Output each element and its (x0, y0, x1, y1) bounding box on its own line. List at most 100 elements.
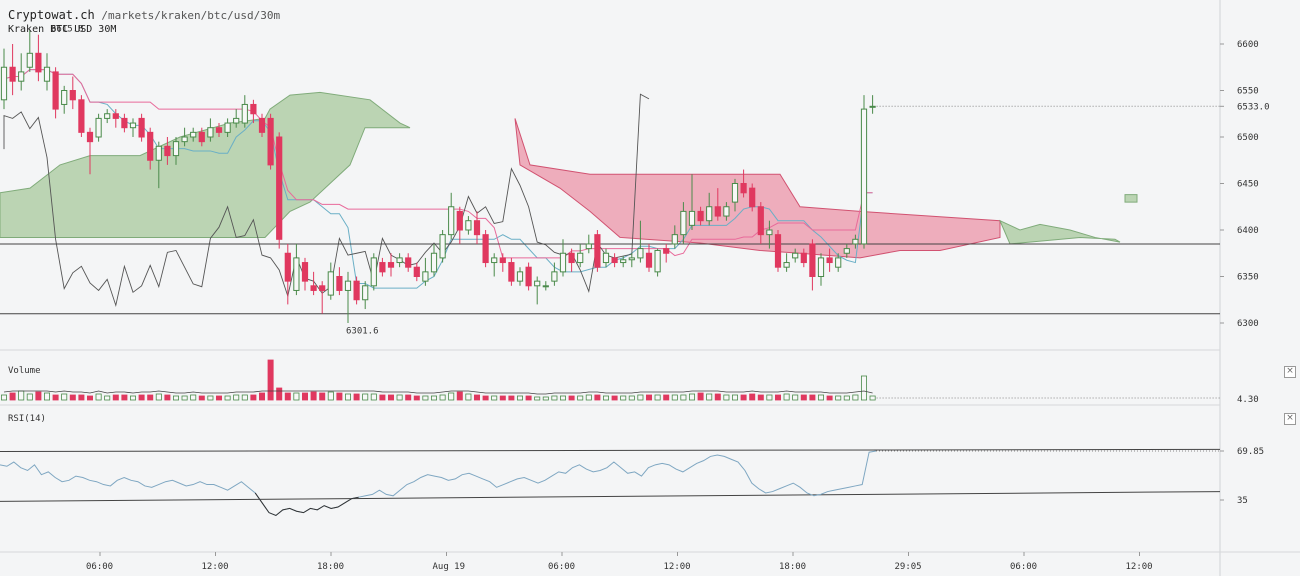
volume-bar (370, 393, 377, 401)
candle (774, 230, 782, 272)
candle-body (387, 262, 395, 268)
volume-bar (422, 395, 429, 401)
rsi-lower-band (0, 491, 1221, 502)
candle-body (585, 243, 592, 250)
candle-body (602, 252, 610, 264)
ichimoku-cloud-bull (0, 91, 411, 238)
volume-bar (508, 395, 515, 401)
candle-body (835, 257, 842, 268)
candle-body (542, 285, 549, 288)
volume-bar (61, 393, 68, 401)
candle (129, 118, 137, 137)
volume-bar (775, 394, 782, 401)
volume-bar (869, 395, 876, 401)
rsi-close-button[interactable]: × (1284, 413, 1296, 425)
volume-close-button[interactable]: × (1284, 366, 1296, 378)
candle-body (577, 252, 584, 264)
volume-bar (95, 393, 102, 401)
volume-bar (405, 394, 412, 401)
candle (69, 76, 76, 110)
candle-body (69, 90, 76, 101)
volume-bar (190, 394, 197, 401)
volume-bar (121, 394, 128, 401)
candle (534, 276, 541, 305)
candle-body (104, 113, 111, 119)
candle (585, 234, 592, 254)
candle-body (267, 117, 274, 166)
chart-subtitle: Kraken BTC USD 30M (8, 24, 117, 35)
volume-bar (783, 393, 790, 401)
volume-bar (181, 395, 188, 401)
candle (680, 202, 687, 244)
x-tick-label: 12:00 (664, 562, 691, 572)
candle-body (663, 248, 670, 254)
volume-bar (551, 395, 558, 401)
candle-body (61, 90, 68, 105)
candle (783, 253, 790, 272)
candle-body (697, 210, 704, 222)
volume-bar (9, 392, 16, 401)
candle (620, 256, 627, 268)
candle (714, 188, 721, 221)
candle (181, 127, 188, 147)
candle (18, 53, 25, 91)
candle-body (35, 52, 42, 73)
candle-body (198, 131, 205, 143)
close-icon: × (1286, 413, 1294, 423)
volume-bar (835, 395, 842, 401)
candle (740, 169, 747, 198)
candle-body (723, 206, 730, 217)
candle (688, 174, 696, 230)
rsi-y-tick-label: 35 (1237, 496, 1248, 506)
candle-body (766, 229, 773, 236)
volume-bar (800, 394, 807, 401)
candle (233, 109, 240, 128)
candle (731, 178, 739, 212)
candle-body (233, 117, 240, 124)
candle (147, 127, 154, 170)
volume-bar (792, 394, 799, 401)
candle (602, 248, 610, 268)
candle-body (327, 271, 334, 296)
candle-body (671, 234, 678, 245)
volume-bar (646, 394, 653, 401)
rsi-y-tick-label: 69.85 (1237, 447, 1264, 457)
candle-body (792, 252, 799, 259)
ichimoku-cloud-bear (514, 118, 1001, 259)
volume-bar (843, 395, 850, 401)
candle (508, 257, 515, 286)
candle-body (757, 206, 764, 236)
x-tick-label: 12:00 (1126, 562, 1153, 572)
candle-body (18, 71, 25, 82)
candle (0, 48, 8, 110)
candle-body (516, 271, 524, 282)
candle (499, 253, 506, 272)
candle (61, 85, 68, 114)
volume-bar (233, 394, 240, 401)
candle (215, 123, 223, 137)
site-name[interactable]: Cryptowat.ch (8, 8, 95, 22)
candle (26, 30, 33, 72)
volume-bar (697, 392, 704, 401)
candle-body (637, 248, 644, 259)
volume-bar (740, 394, 747, 401)
candle (155, 141, 162, 189)
y-tick-label: 6500 (1237, 133, 1259, 143)
candle (207, 118, 214, 142)
volume-bar (207, 395, 214, 401)
candle-body (241, 103, 248, 124)
candle-body (344, 280, 352, 291)
candle-body (284, 252, 291, 282)
candle-body (826, 257, 833, 264)
candle (577, 243, 584, 268)
volume-bar (327, 391, 334, 401)
candle (284, 243, 291, 305)
candle (637, 220, 644, 263)
candle-body (258, 117, 266, 133)
candle (112, 109, 119, 128)
candle-body (688, 210, 696, 226)
volume-bar (396, 394, 403, 401)
volume-bar (826, 395, 833, 401)
